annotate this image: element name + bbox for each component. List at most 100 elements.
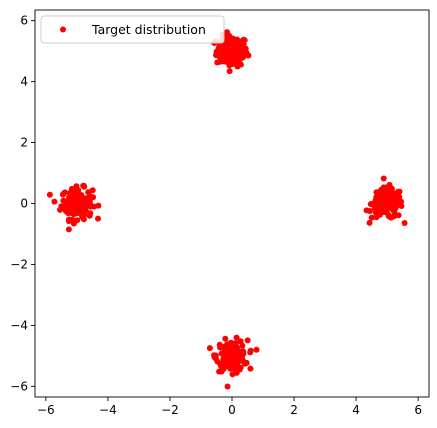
- data-point: [376, 196, 383, 202]
- data-point: [224, 383, 231, 390]
- data-point: [206, 345, 213, 352]
- data-point: [95, 215, 101, 222]
- data-point: [367, 201, 374, 208]
- data-point: [66, 216, 73, 223]
- data-point: [234, 63, 241, 70]
- data-point: [68, 185, 75, 192]
- data-point: [86, 212, 93, 219]
- data-point: [81, 211, 88, 218]
- legend-marker: [60, 26, 66, 33]
- data-point: [386, 181, 393, 188]
- data-point: [401, 220, 408, 227]
- data-point: [243, 49, 250, 56]
- plot-frame: [34, 9, 430, 398]
- data-point: [398, 203, 405, 210]
- data-point: [67, 203, 74, 210]
- data-point: [382, 200, 389, 207]
- data-point: [247, 349, 254, 356]
- data-point: [233, 334, 240, 341]
- data-point: [51, 198, 58, 205]
- data-point: [392, 202, 399, 209]
- x-tick-label: 2: [290, 403, 298, 417]
- data-point: [232, 340, 239, 347]
- data-point: [233, 361, 240, 368]
- data-point: [243, 359, 250, 366]
- data-point: [385, 213, 392, 220]
- data-point: [222, 335, 229, 342]
- data-point: [62, 201, 69, 208]
- data-point: [229, 60, 236, 67]
- x-tick-label: −2: [161, 403, 179, 417]
- y-tick-label: −6: [10, 379, 28, 393]
- data-point: [368, 214, 375, 221]
- data-point: [224, 45, 231, 52]
- data-point: [46, 191, 53, 198]
- data-point: [227, 40, 234, 47]
- data-point: [386, 204, 393, 211]
- points-layer: [46, 29, 408, 390]
- data-point: [212, 355, 219, 362]
- data-point: [226, 56, 233, 63]
- data-point: [377, 206, 384, 213]
- legend-box: [40, 15, 225, 44]
- data-point: [231, 345, 238, 352]
- data-point: [81, 197, 88, 204]
- data-point: [385, 190, 392, 197]
- data-point: [373, 189, 380, 196]
- data-point: [391, 208, 398, 215]
- y-axis-ticks: −6 −4 −2 0 2 4 6: [10, 14, 35, 393]
- data-point: [253, 346, 260, 353]
- data-point: [226, 68, 233, 75]
- data-point: [233, 369, 240, 376]
- x-tick-label: −4: [99, 403, 117, 417]
- data-point: [75, 203, 82, 210]
- data-point: [60, 190, 67, 197]
- legend-label: Target distribution: [91, 22, 206, 37]
- data-point: [72, 209, 79, 216]
- data-point: [237, 355, 244, 362]
- y-tick-label: 6: [20, 14, 28, 28]
- data-point: [87, 193, 94, 200]
- data-point: [227, 365, 234, 372]
- data-point: [240, 350, 247, 357]
- y-tick-label: 2: [20, 136, 28, 150]
- x-tick-label: 0: [228, 403, 236, 417]
- y-tick-label: −4: [10, 318, 28, 332]
- y-tick-label: 0: [20, 197, 28, 211]
- data-point: [382, 204, 389, 211]
- y-tick-label: −2: [10, 257, 28, 271]
- data-point: [224, 346, 231, 353]
- data-point: [226, 360, 233, 367]
- data-point: [89, 187, 96, 194]
- data-point: [70, 220, 77, 227]
- data-point: [395, 212, 402, 219]
- data-point: [86, 199, 93, 206]
- data-point: [65, 226, 72, 233]
- data-point: [390, 190, 397, 197]
- data-point: [221, 57, 228, 64]
- data-point: [366, 208, 373, 215]
- data-point: [221, 361, 228, 368]
- plot-area: [35, 10, 429, 397]
- x-tick-label: 6: [414, 403, 422, 417]
- data-point: [95, 202, 102, 209]
- data-point: [74, 196, 81, 203]
- data-point: [81, 183, 88, 190]
- data-point: [216, 58, 223, 65]
- data-point: [366, 219, 373, 226]
- data-point: [237, 338, 244, 345]
- data-point: [238, 46, 245, 53]
- data-point: [247, 365, 254, 372]
- legend: Target distribution: [40, 15, 225, 44]
- data-point: [239, 342, 246, 349]
- x-axis-ticks: −6 −4 −2 0 2 4 6: [37, 397, 422, 417]
- data-point: [229, 351, 236, 358]
- data-point: [244, 337, 251, 344]
- data-point: [220, 50, 227, 57]
- x-tick-label: −6: [37, 403, 55, 417]
- data-point: [240, 36, 247, 43]
- data-point: [218, 344, 225, 351]
- data-point: [380, 175, 387, 182]
- y-tick-label: 4: [20, 75, 28, 89]
